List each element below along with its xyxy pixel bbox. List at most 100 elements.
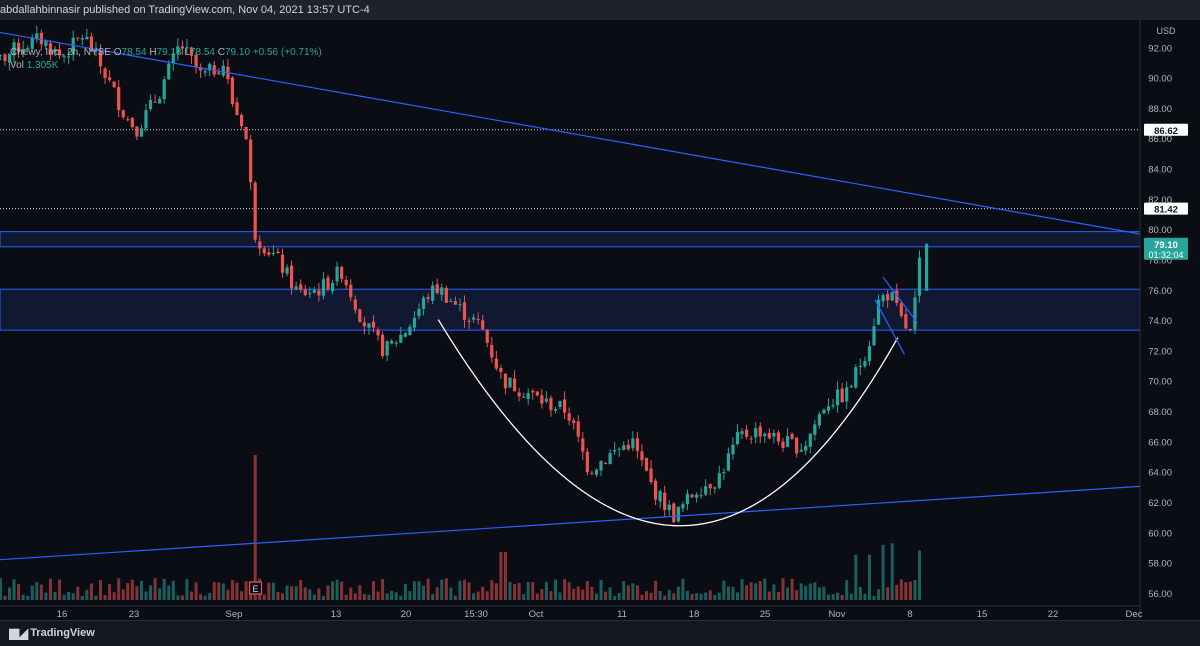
candle[interactable] [3,54,7,62]
candle[interactable] [235,102,239,115]
candle[interactable] [139,128,144,137]
candle[interactable] [563,399,567,413]
candle[interactable] [499,367,503,372]
handle-upper-line[interactable] [882,276,918,323]
candle[interactable] [421,297,426,309]
candle[interactable] [836,389,840,406]
candle[interactable] [558,400,562,407]
candle[interactable] [112,81,116,88]
candle[interactable] [426,297,430,299]
candle[interactable] [908,329,912,331]
candle[interactable] [249,139,253,183]
candle[interactable] [531,391,535,393]
candle[interactable] [740,431,744,435]
candle[interactable] [663,492,667,510]
candle[interactable] [717,473,721,488]
candle[interactable] [540,395,544,404]
candle[interactable] [126,119,130,121]
candle[interactable] [98,50,103,67]
candle[interactable] [294,286,298,290]
candle[interactable] [394,342,398,344]
candle[interactable] [917,257,922,296]
candle[interactable] [681,504,685,509]
candle[interactable] [353,299,357,310]
candle[interactable] [26,48,30,50]
candle[interactable] [153,101,157,103]
candle[interactable] [881,295,885,302]
candle[interactable] [876,299,881,325]
candle[interactable] [694,494,699,498]
candle[interactable] [831,404,835,407]
candle[interactable] [162,79,166,100]
candle[interactable] [89,36,93,52]
candle[interactable] [417,308,421,317]
candle[interactable] [508,377,512,388]
candle[interactable] [708,484,712,489]
candle[interactable] [799,449,803,452]
candle[interactable] [472,317,476,320]
candle[interactable] [403,333,407,337]
candle[interactable] [276,251,280,254]
candle[interactable] [535,391,539,396]
candle[interactable] [76,37,80,39]
candle[interactable] [731,444,735,455]
candle[interactable] [349,284,353,298]
candle[interactable] [635,438,639,451]
tradingview-logo[interactable]: ▮▮◢ TradingView [8,625,95,641]
candle[interactable] [453,301,457,305]
candle[interactable] [57,49,62,56]
candle[interactable] [849,386,853,388]
candle[interactable] [362,322,366,327]
candle[interactable] [367,323,371,328]
candle[interactable] [399,334,403,343]
candle[interactable] [890,292,894,301]
candle[interactable] [344,280,348,286]
candle[interactable] [490,345,494,358]
candle[interactable] [622,445,626,450]
candle[interactable] [553,408,558,411]
candle[interactable] [895,290,899,304]
candle[interactable] [335,266,339,282]
candle[interactable] [358,309,362,323]
candle[interactable] [431,285,435,301]
candle[interactable] [62,56,66,58]
candle[interactable] [722,471,726,474]
candle[interactable] [467,320,471,322]
candle[interactable] [745,429,749,437]
candle[interactable] [567,413,571,421]
candle[interactable] [48,43,53,55]
candle[interactable] [649,468,653,483]
candle[interactable] [121,110,125,118]
candle[interactable] [376,329,380,336]
candle[interactable] [654,480,658,500]
candle[interactable] [285,267,289,274]
candle[interactable] [312,289,316,293]
candle[interactable] [44,41,48,46]
candle[interactable] [130,118,134,128]
candle[interactable] [767,432,771,439]
candle[interactable] [754,428,758,438]
candle[interactable] [171,53,175,63]
candle[interactable] [321,279,326,296]
candle[interactable] [71,37,75,55]
candle[interactable] [726,453,730,471]
candle[interactable] [758,426,762,437]
candle[interactable] [594,469,599,475]
candle[interactable] [872,326,876,346]
candle[interactable] [203,71,207,73]
candle[interactable] [267,252,271,255]
candle[interactable] [699,495,703,497]
candle[interactable] [444,287,448,303]
candle[interactable] [208,63,212,71]
candle[interactable] [517,392,521,397]
candle[interactable] [826,406,831,411]
candle[interactable] [85,36,89,40]
candle[interactable] [253,182,257,240]
candle[interactable] [371,321,376,328]
candle[interactable] [103,68,107,79]
candle[interactable] [795,437,799,454]
candle[interactable] [644,457,649,471]
candle[interactable] [185,47,189,49]
candle[interactable] [221,65,225,76]
trendline-1[interactable] [0,485,1141,561]
